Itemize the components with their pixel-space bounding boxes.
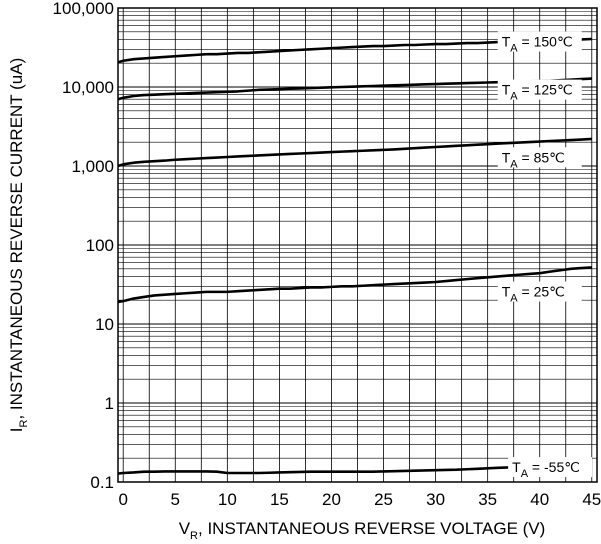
x-axis-label-main: V [179,519,191,538]
series-label-sub: A [510,293,518,305]
series-label-main: T [512,459,521,475]
series-label-sub: A [521,468,529,480]
y-tick-labels: 0.1 1 10 100 1,000 10,000 100,000 [53,0,114,492]
series-label-bg [497,31,582,52]
series-label-main: T [502,149,511,165]
series-label-bg [497,147,582,168]
y-axis-label-sub: R [18,420,30,428]
x-tick-label: 0 [118,490,127,509]
series-line [117,137,592,168]
series-label: TA = 25℃ [502,284,565,305]
y-tick-label: 100 [86,236,114,255]
y-tick-label: 10 [95,315,114,334]
y-axis-label: IR, INSTANTANEOUS REVERSE CURRENT (uA) [7,58,30,432]
x-tick-label: 45 [582,490,601,509]
series-label-rest: = -55℃ [528,459,580,475]
series-label-rest: = 85℃ [518,149,565,165]
y-tick-label: 10,000 [62,78,114,97]
series-label-main: T [502,82,511,98]
y-tick-label: 100,000 [53,0,114,18]
x-axis-label-rest: , INSTANTANEOUS REVERSE VOLTAGE (V) [198,519,545,538]
y-tick-label: 1,000 [71,157,114,176]
y-axis-label-rest: , INSTANTANEOUS REVERSE CURRENT (uA) [7,58,26,420]
series-label: TA = 150℃ [502,34,573,55]
series-label: TA = 85℃ [502,149,565,170]
y-tick-label: 0.1 [90,473,114,492]
series-line [117,266,592,304]
series-label-main: T [502,284,511,300]
x-tick-label: 5 [171,490,180,509]
x-tick-label: 40 [530,490,549,509]
series-label-sub: A [510,158,518,170]
series-label-sub: A [510,43,518,55]
x-tick-label: 10 [218,490,237,509]
y-axis-label-main: I [7,428,26,433]
series-label: TA = 125℃ [502,82,573,103]
x-tick-label: 35 [478,490,497,509]
series-label-rest: = 25℃ [518,284,565,300]
series-label-rest: = 125℃ [518,82,573,98]
x-tick-label: 30 [426,490,445,509]
x-tick-label: 25 [374,490,393,509]
series-label-main: T [502,34,511,50]
grid-major [118,7,597,483]
series-label: TA = -55℃ [512,459,580,480]
x-axis-label-sub: R [190,530,198,542]
series-label-bg [497,79,582,100]
plot-frame [117,7,598,483]
x-axis-label: VR, INSTANTANEOUS REVERSE VOLTAGE (V) [179,519,546,542]
y-tick-label: 1 [105,394,114,413]
series-label-rest: = 150℃ [518,34,573,50]
series-label-sub: A [510,91,518,103]
x-tick-labels: 0 5 10 15 20 25 30 35 40 45 [118,490,601,509]
x-tick-label: 15 [270,490,289,509]
series-label-bg [497,281,582,302]
series-label-bg [508,457,593,478]
series-labels: TA = 150℃TA = 125℃TA = 85℃TA = 25℃TA = -… [497,31,593,480]
x-tick-label: 20 [322,490,341,509]
